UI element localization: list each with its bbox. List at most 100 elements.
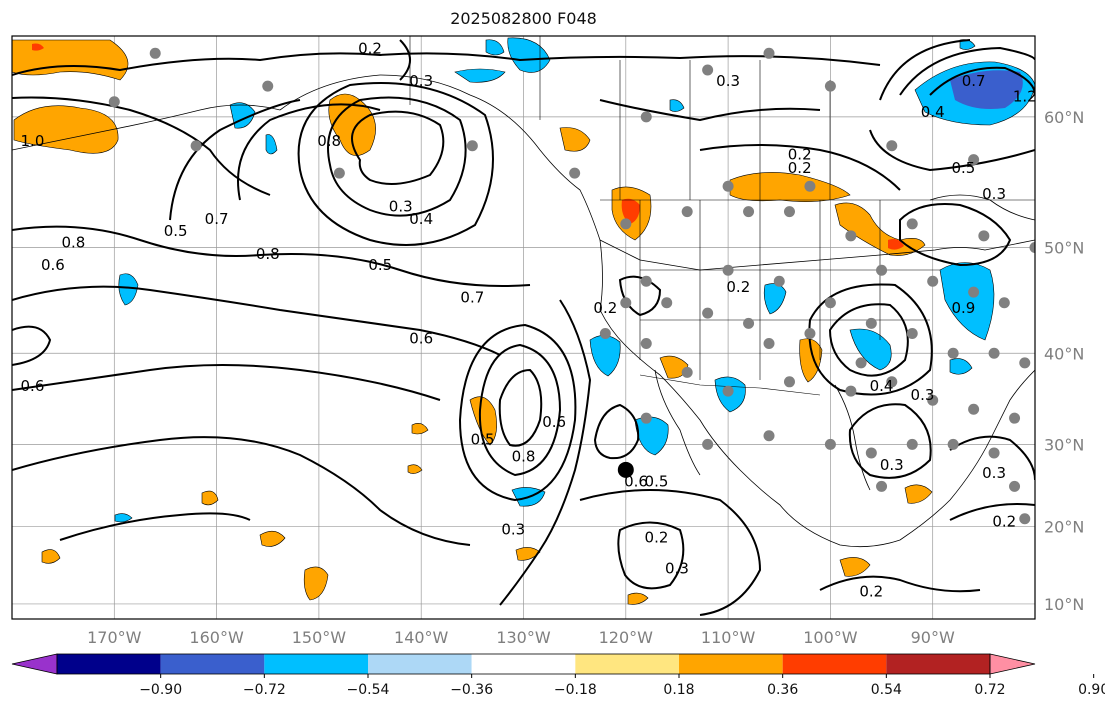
station-dot [988,447,1000,459]
station-dot [743,317,755,329]
station-dot [681,206,693,218]
longitude-label: 150°W [292,628,347,647]
station-dot [763,337,775,349]
station-dot [640,111,652,123]
colorbar-tick-label: 0.18 [663,682,694,698]
station-dot [865,447,877,459]
station-dot [722,264,734,276]
latitude-label: 10°N [1044,595,1084,614]
contour-value-label: 0.6 [624,472,648,490]
station-dot [886,376,898,388]
station-dot [620,297,632,309]
station-dot [1019,357,1031,369]
station-dot [702,307,714,319]
station-dot [1029,242,1035,254]
contour-value-label: 0.9 [951,299,975,317]
longitude-label: 130°W [496,628,551,647]
station-markers [108,47,1035,525]
contour-value-label: 0.3 [880,456,904,474]
contour-value-label: 0.3 [982,185,1006,203]
contour-value-label: 0.4 [409,210,433,228]
station-dot [968,286,980,298]
contour-value-label: 0.2 [859,582,883,600]
longitude-axis: 170°W 160°W 150°W 140°W 130°W 120°W 110°W 100°W… [87,628,955,647]
colorbar-tick-label: −0.90 [139,682,182,698]
contour-value-label: 0.8 [317,132,341,150]
map-title: 2025082800 F048 [450,9,597,28]
contour-value-label: 0.5 [471,430,495,448]
contour-value-label: 0.7 [962,72,986,90]
longitude-label: 90°W [911,628,955,647]
latitude-label: 30°N [1044,435,1084,454]
latitude-label: 50°N [1044,239,1084,258]
station-dot [804,328,816,340]
station-dot [763,47,775,59]
contour-value-label: 0.4 [921,103,945,121]
longitude-label: 120°W [599,628,654,647]
station-dot [968,154,980,166]
station-dot [722,180,734,192]
colorbar-tick-label: 0.36 [767,682,798,698]
station-dot [640,275,652,287]
station-dot [640,337,652,349]
station-dot [824,438,836,450]
station-dot [947,347,959,359]
colorbar-segment [57,654,161,674]
coastlines [12,36,1035,548]
contour-value-label: 0.7 [460,289,484,307]
contour-value-label: 1.2 [1013,88,1037,106]
black-dot-marker [617,461,634,478]
contour-value-label: 0.8 [256,245,280,263]
contour-value-label: 0.6 [21,377,45,395]
station-dot [108,96,120,108]
contour-value-label: 0.3 [716,72,740,90]
contour-value-label: 0.3 [389,198,413,216]
longitude-label: 170°W [87,628,142,647]
colorbar-tick-label: −0.54 [347,682,390,698]
station-dot [773,275,785,287]
station-dot [906,218,918,230]
contour-value-label: 0.6 [41,256,65,274]
station-dot [906,328,918,340]
contour-lines [12,39,1035,616]
station-dot [804,180,816,192]
colorbar-segment [886,654,990,674]
contour-value-label: 0.3 [665,559,689,577]
colorbar-tick-label: 0.90 [1078,682,1105,698]
station-dot [783,376,795,388]
station-dot [998,297,1010,309]
contour-value-label: 0.6 [409,329,433,347]
colorbar-segment [471,654,576,674]
station-dot [620,218,632,230]
colorbar-segment [368,654,472,674]
station-dot [783,206,795,218]
station-dot [824,297,836,309]
latitude-label: 60°N [1044,108,1084,127]
longitude-label: 110°W [701,628,756,647]
contour-value-label: 0.3 [911,386,935,404]
colorbar-extend-left [11,653,58,675]
contour-value-label: 0.2 [992,513,1016,531]
contour-value-label: 0.2 [788,146,812,164]
station-dot [569,167,581,179]
station-dot [876,480,888,492]
station-dot [855,357,867,369]
colorbar-segment [575,654,679,674]
longitude-label: 100°W [803,628,858,647]
latitude-label: 40°N [1044,344,1084,363]
contour-value-label: 0.8 [61,234,85,252]
colorbar-tick-label: −0.72 [243,682,286,698]
longitude-label: 140°W [394,628,449,647]
longitude-label: 160°W [189,628,244,647]
contour-value-label: 0.5 [164,222,188,240]
contour-value-label: 0.2 [593,299,617,317]
station-dot [466,140,478,152]
contour-value-label: 0.2 [358,39,382,57]
colorbar-segment [782,654,887,674]
colorbar-tick-label: 0.72 [974,682,1005,698]
colorbar-extend-right [989,653,1036,675]
contour-value-label: 0.2 [645,528,669,546]
station-dot [947,438,959,450]
station-dot [1009,480,1021,492]
